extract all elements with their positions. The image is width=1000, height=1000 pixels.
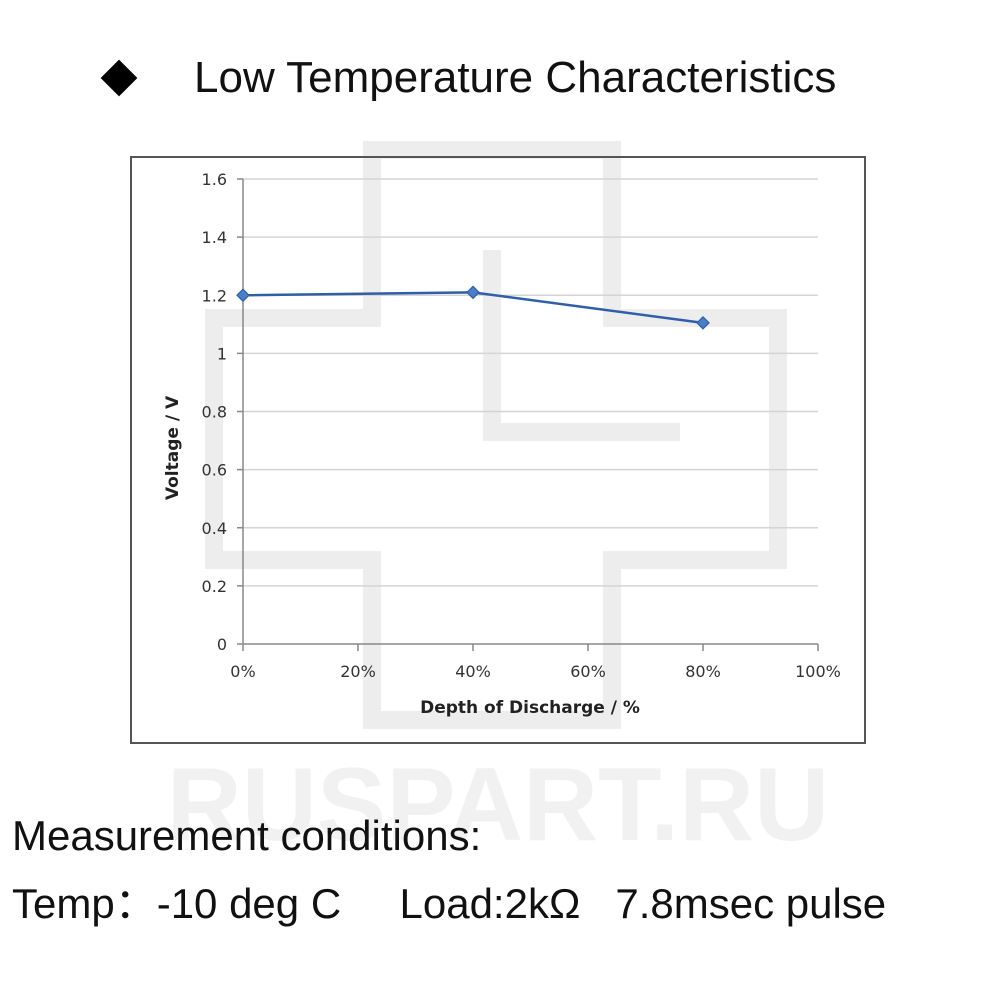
x-tick-label: 60% — [570, 662, 606, 681]
y-tick-label: 1.2 — [202, 286, 227, 305]
y-tick-label: 0.6 — [202, 461, 227, 480]
y-tick-label: 0 — [217, 635, 227, 654]
y-tick-label: 0.8 — [202, 403, 227, 422]
y-tick-label: 1 — [217, 344, 227, 363]
x-tick-labels: 0% 20% 40% 60% 80% 100% — [230, 662, 841, 681]
data-point-marker — [466, 285, 480, 300]
x-tick-label: 100% — [795, 662, 841, 681]
x-tick-label: 80% — [685, 662, 721, 681]
chart-frame — [130, 156, 866, 744]
page-title: Low Temperature Characteristics — [194, 53, 837, 102]
header: Low Temperature Characteristics — [100, 48, 836, 108]
y-tick-label: 1.6 — [202, 170, 227, 189]
data-point-marker — [696, 316, 710, 330]
x-axis-label: Depth of Discharge / % — [420, 698, 640, 718]
series-layer — [236, 285, 710, 330]
data-point-marker — [236, 288, 250, 303]
grid-lines — [243, 178, 818, 587]
axes — [237, 178, 819, 651]
conditions-heading: Measurement conditions: — [12, 812, 482, 859]
x-tick-label: 20% — [340, 662, 376, 681]
watermark-text: RUSPART.RU — [167, 747, 830, 863]
y-tick-label: 0.4 — [202, 519, 227, 538]
y-tick-labels: 0 0.2 0.4 0.6 0.8 1 1.2 1.4 1.6 — [202, 170, 227, 654]
conditions-details: Temp：-10 deg C Load:2kΩ 7.8msec pulse — [12, 880, 887, 927]
y-tick-label: 1.4 — [202, 228, 227, 247]
x-tick-label: 40% — [455, 662, 491, 681]
x-tick-label: 0% — [230, 662, 255, 681]
y-tick-label: 0.2 — [202, 577, 227, 596]
y-axis-label: Voltage / V — [163, 395, 183, 500]
